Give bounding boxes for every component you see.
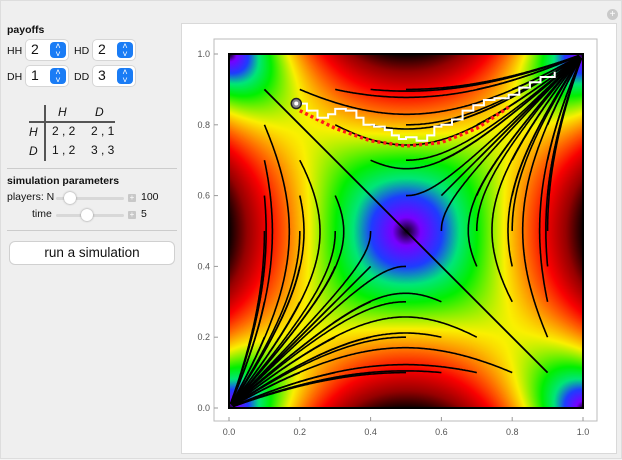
- y-tick-label: 0.2: [197, 332, 210, 342]
- col-header-h: H: [58, 105, 67, 119]
- streamline: [232, 316, 478, 406]
- streamline: [231, 195, 345, 406]
- streamline: [521, 57, 582, 338]
- streamline: [406, 56, 581, 161]
- time-slider-thumb[interactable]: [81, 209, 94, 221]
- streamline: [511, 57, 581, 161]
- streamline: [232, 332, 442, 407]
- row-header-d: D: [29, 144, 38, 158]
- streamline: [476, 56, 580, 126]
- streamline: [231, 159, 321, 405]
- x-tick-label: 0.0: [223, 427, 236, 437]
- simulated-trajectory: [296, 71, 556, 142]
- hh-label: HH: [7, 45, 23, 57]
- dd-label: DD: [74, 71, 90, 83]
- streamline: [232, 363, 477, 408]
- dh-value: 1: [31, 67, 39, 83]
- streamline: [511, 55, 580, 91]
- dd-value: 3: [98, 67, 106, 83]
- streamline: [231, 292, 442, 406]
- plot-frame: [213, 38, 598, 422]
- divider: [7, 230, 177, 231]
- payoffs-heading: payoffs: [7, 24, 45, 36]
- dh-spinner[interactable]: 1 ˄ ˅: [26, 66, 68, 86]
- hd-label: HD: [74, 45, 90, 57]
- stepper-arrows-icon[interactable]: ˄ ˅: [50, 42, 66, 59]
- streamline: [441, 56, 580, 126]
- cell-dd: 3 , 3: [91, 143, 115, 157]
- y-tick-label: 1.0: [197, 49, 210, 59]
- options-plus-icon[interactable]: +: [607, 9, 618, 20]
- streamline: [547, 56, 581, 90]
- hd-value: 2: [98, 41, 106, 57]
- streamline: [406, 56, 581, 197]
- streamline: [476, 56, 581, 231]
- hh-spinner[interactable]: 2 ˄ ˅: [26, 40, 68, 60]
- streamline: [232, 346, 513, 407]
- y-tick-label: 0.8: [197, 120, 210, 130]
- players-label: players: N: [7, 191, 55, 203]
- col-header-d: D: [95, 105, 104, 119]
- run-simulation-button[interactable]: run a simulation: [10, 242, 174, 264]
- stepper-arrows-icon[interactable]: ˄ ˅: [50, 68, 66, 85]
- streamline: [546, 57, 582, 161]
- streamline: [231, 301, 406, 406]
- streamline: [231, 231, 372, 406]
- streamline: [476, 57, 581, 196]
- time-value: 5: [141, 208, 147, 220]
- row-header-h: H: [29, 125, 38, 139]
- streamline: [229, 195, 267, 404]
- time-label: time: [32, 208, 52, 220]
- streamline: [299, 55, 580, 116]
- streamline: [440, 56, 581, 231]
- expected-path: [299, 105, 510, 148]
- players-slider-thumb[interactable]: [64, 192, 77, 204]
- controls-panel: payoffs HH 2 ˄ ˅ HD 2 ˄ ˅ DH 1 ˄ ˅ DD 3 ˄ ˅ H D …: [1, 1, 181, 460]
- streamline: [231, 265, 406, 406]
- hd-spinner[interactable]: 2 ˄ ˅: [93, 40, 135, 60]
- boundary-streamlines: [228, 53, 584, 409]
- streamline: [233, 370, 442, 408]
- streamline: [229, 160, 274, 405]
- hh-value: 2: [31, 41, 39, 57]
- stepper-arrows-icon[interactable]: ˄ ˅: [117, 68, 133, 85]
- streamline: [230, 124, 291, 405]
- x-tick-label: 0.4: [364, 427, 377, 437]
- streamline: [476, 55, 580, 91]
- cell-hd: 2 , 1: [91, 124, 115, 138]
- streamline: [231, 265, 372, 406]
- time-slider[interactable]: [56, 209, 124, 221]
- start-point-center: [294, 101, 299, 106]
- streamline: [370, 55, 580, 130]
- streamline: [231, 231, 336, 406]
- divider: [7, 168, 177, 169]
- y-tick-label: 0.6: [197, 191, 210, 201]
- simulation-heading: simulation parameters: [7, 175, 120, 187]
- y-tick-label: 0.4: [197, 261, 210, 271]
- y-tick-label: 0.0: [197, 403, 210, 413]
- players-slider[interactable]: [56, 192, 124, 204]
- x-tick-label: 0.8: [506, 427, 519, 437]
- streamline: [441, 54, 579, 91]
- x-tick-label: 0.6: [435, 427, 448, 437]
- streamline: [546, 58, 583, 196]
- streamline: [230, 195, 305, 405]
- x-tick-label: 1.0: [577, 427, 590, 437]
- streamline: [441, 56, 580, 161]
- players-expand-icon[interactable]: +: [128, 193, 136, 202]
- time-expand-icon[interactable]: +: [128, 210, 136, 219]
- separatrix-line: [263, 88, 549, 374]
- x-tick-label: 0.2: [294, 427, 307, 437]
- dd-spinner[interactable]: 3 ˄ ˅: [93, 66, 135, 86]
- stepper-arrows-icon[interactable]: ˄ ˅: [117, 42, 133, 59]
- streamline: [511, 57, 581, 196]
- players-value: 100: [141, 191, 159, 203]
- cell-dh: 1 , 2: [52, 143, 76, 157]
- cell-hh: 2 , 2: [52, 124, 76, 138]
- dh-label: DH: [7, 71, 23, 83]
- streamline: [546, 57, 582, 126]
